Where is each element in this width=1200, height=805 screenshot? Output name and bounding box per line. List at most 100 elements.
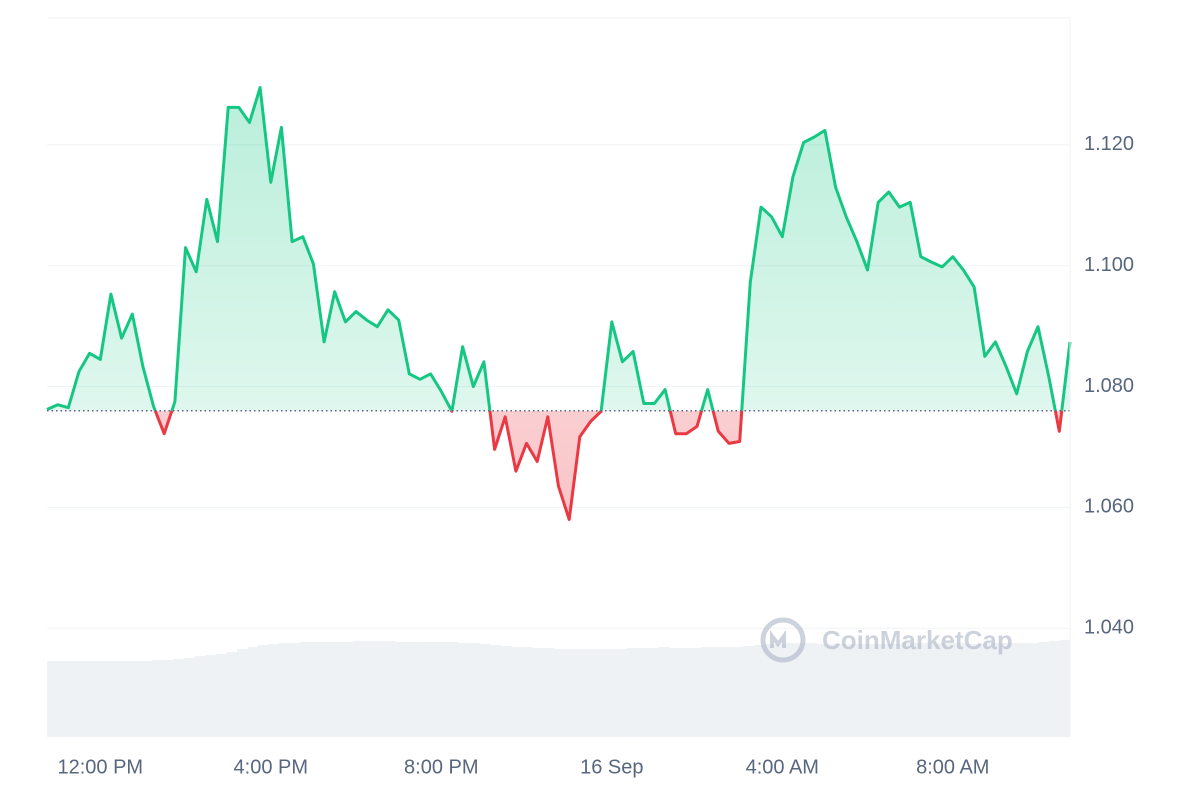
volume-bar: [648, 648, 659, 737]
volume-bar: [785, 643, 797, 737]
volume-bar: [342, 642, 354, 737]
y-tick-label: 1.080: [1084, 375, 1134, 397]
volume-bar: [173, 659, 185, 737]
volume-bar: [395, 642, 406, 737]
volume-bar: [943, 643, 955, 737]
volume-bar: [901, 643, 913, 737]
volume-bar: [764, 644, 776, 737]
x-tick-label: 16 Sep: [580, 756, 643, 778]
volume-bar: [511, 647, 522, 737]
volume-bar: [827, 644, 839, 737]
x-tick-label: 8:00 AM: [916, 756, 989, 778]
volume-bar: [247, 647, 259, 737]
y-tick-label: 1.040: [1084, 617, 1134, 639]
volume-bar: [1006, 643, 1018, 737]
volume-bar: [68, 661, 79, 737]
volume-bar: [226, 652, 238, 737]
volume-bar: [384, 641, 396, 737]
volume-bar: [932, 643, 944, 737]
x-tick-label: 4:00 AM: [746, 756, 819, 778]
x-tick-label: 4:00 PM: [234, 756, 308, 778]
volume-bar: [1027, 643, 1039, 737]
volume-bar: [816, 644, 828, 737]
volume-bar: [279, 643, 290, 737]
x-tick-label: 8:00 PM: [404, 756, 478, 778]
volume-bar: [500, 646, 512, 737]
volume-bar: [437, 642, 449, 737]
volume-bar: [700, 647, 712, 737]
volume-bar: [1048, 641, 1060, 737]
volume-bar: [57, 661, 69, 737]
volume-bar: [721, 647, 733, 737]
volume-bar: [869, 644, 881, 737]
volume-bar: [405, 642, 417, 737]
volume-bar: [658, 647, 670, 737]
volume-bar: [416, 642, 427, 737]
volume-bar: [743, 646, 754, 737]
volume-bar: [732, 647, 744, 737]
volume-bar: [584, 649, 596, 737]
volume-bar: [880, 644, 892, 737]
volume-bar: [711, 647, 723, 737]
volume-bar: [595, 649, 607, 737]
volume-bar: [300, 642, 311, 737]
volume-bar: [426, 642, 438, 737]
y-tick-label: 1.120: [1084, 133, 1134, 155]
volume-bar: [837, 644, 849, 737]
volume-bar: [985, 643, 997, 737]
volume-bar: [184, 658, 195, 737]
watermark-text: CoinMarketCap: [822, 625, 1013, 655]
watermark-logo-mark: [770, 630, 786, 648]
volume-bar: [679, 648, 691, 737]
volume-bar: [542, 648, 554, 737]
volume-bar: [953, 643, 965, 737]
volume-bar: [637, 648, 649, 737]
volume-bar: [669, 648, 681, 737]
watermark-logo: [760, 617, 806, 663]
volume-bar: [268, 644, 280, 737]
volume-bar: [521, 647, 533, 737]
volume-bar: [458, 643, 470, 737]
volume-bar: [848, 644, 860, 737]
volume-bar: [753, 645, 765, 737]
volume-bar: [47, 661, 58, 737]
volume-bar: [795, 643, 807, 737]
volume-bar: [352, 641, 364, 737]
volume-bar: [774, 644, 786, 737]
watermark: CoinMarketCap: [760, 617, 1013, 663]
volume-bar: [89, 661, 101, 737]
volume-bar: [215, 654, 227, 737]
volume-bar: [110, 661, 122, 737]
y-tick-label: 1.100: [1084, 254, 1134, 276]
volume-bar: [78, 661, 90, 737]
volume-bar: [194, 656, 206, 737]
volume-bar: [373, 641, 385, 737]
volume-bar: [563, 649, 575, 737]
area-above: [47, 87, 1070, 411]
volume-bar: [806, 643, 818, 737]
volume-bar: [627, 648, 638, 737]
volume-bar: [859, 644, 870, 737]
volume-bar: [922, 643, 934, 737]
volume-bar: [152, 660, 164, 737]
volume-bar: [163, 660, 174, 737]
volume-bar: [1038, 642, 1050, 737]
volume-bar: [310, 642, 322, 737]
volume-bar: [205, 655, 217, 737]
volume-bar: [690, 648, 702, 737]
volume-bar: [447, 642, 459, 737]
volume-bar: [532, 648, 543, 737]
volume-bar: [321, 642, 333, 737]
volume-bar: [553, 649, 565, 737]
price-line-above: [46, 86, 1072, 411]
volume-bar: [911, 643, 923, 737]
volume-bar: [363, 641, 375, 737]
volume-bar: [99, 661, 111, 737]
volume-bar: [468, 643, 480, 737]
volume-bar: [131, 661, 143, 737]
volume-bar: [479, 644, 491, 737]
volume-bar: [1017, 643, 1029, 737]
volume-bar: [257, 645, 269, 737]
